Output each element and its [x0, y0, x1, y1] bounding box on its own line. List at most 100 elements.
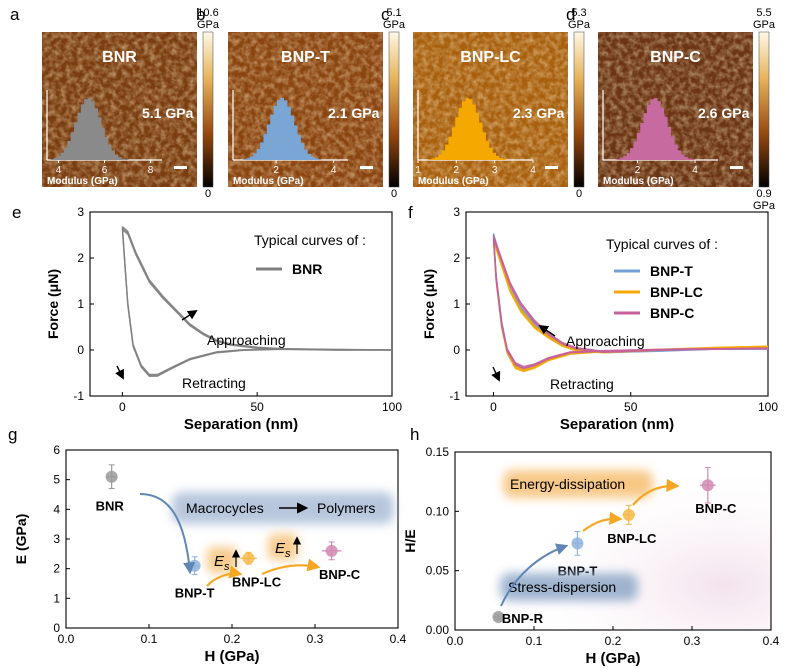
hist-xlabel-bnp-c: Modulus (GPa)	[603, 176, 674, 187]
hist-bar-bnr	[124, 159, 129, 160]
hist-bar-bnp-t	[287, 106, 291, 160]
hist-tick-label-bnp-lc: 3	[492, 165, 498, 176]
hist-bar-bnp-c	[674, 144, 678, 160]
macrocycles-label: Macrocycles	[186, 500, 264, 516]
x-tick-label-h: 0.0	[447, 634, 464, 648]
y-tick-label-h: 0.10	[426, 504, 450, 518]
hist-bar-bnp-lc	[448, 136, 453, 160]
x-tick-label-e: 0	[119, 400, 126, 414]
hist-bar-bnp-lc	[502, 159, 507, 160]
x-tick-label-h: 0.3	[684, 634, 701, 648]
colorbar-min-bnp-t: 0	[391, 188, 397, 200]
hist-bar-bnr	[94, 108, 99, 160]
hist-bar-bnr	[57, 155, 61, 160]
hist-bar-bnr	[67, 140, 71, 160]
hist-bar-bnr	[53, 157, 58, 160]
hist-bar-bnr	[101, 127, 105, 160]
x-tick-label-e: 100	[382, 400, 402, 414]
y-tick-label-g: 4	[53, 502, 60, 516]
hist-bar-bnp-t	[283, 100, 288, 160]
colorbar-bnr	[202, 31, 214, 188]
hist-tick-label-bnr: 8	[148, 165, 154, 176]
energy-dissipation-highlight	[503, 470, 653, 498]
modulus-value-bnp-t: 2.1 GPa	[328, 105, 380, 121]
legend-title-e: Typical curves of :	[254, 232, 366, 248]
point-label-bnr: BNR	[96, 499, 125, 514]
hist-bar-bnp-t	[266, 124, 271, 160]
hist-bar-bnp-lc	[482, 132, 486, 160]
panel-letter-f: f	[408, 203, 413, 222]
hist-bar-bnp-t	[243, 159, 247, 160]
hist-bar-bnr	[74, 122, 78, 160]
y-axis-label-e: Force (μN)	[45, 269, 61, 339]
point-label-bnp-lc: BNP-LC	[607, 531, 657, 546]
hist-tick-label-bnr: 4	[56, 165, 62, 176]
hist-bar-bnp-c	[640, 122, 644, 160]
x-axis-label-g: H (GPa)	[204, 648, 259, 665]
colorbar-min-bnp-c: 0.9	[756, 188, 771, 200]
hist-bar-bnp-c	[690, 159, 695, 160]
modulus-vs-hardness-plot: 0.0 0.1 0.2 0.3 0.4 0 1 2 3 4 5 6 H (GPa) E (GPa) BNR B…	[13, 443, 407, 665]
colorbar-max-unit-bnp-t: GPa	[383, 19, 406, 31]
retract-curve-bnr	[121, 226, 393, 376]
colorbar-max-unit-bnr: GPa	[197, 19, 220, 31]
hist-bar-bnr	[121, 158, 126, 160]
afm-texture-bnp-c	[598, 32, 753, 187]
y-axis-label-h: H/E	[402, 529, 418, 552]
scale-bar-bnr	[174, 166, 187, 169]
y-tick-label-h: 0.15	[426, 445, 450, 459]
scale-bar-bnp-t	[360, 166, 373, 169]
es-highlight-2	[268, 534, 298, 560]
hist-bar-bnp-t	[307, 153, 312, 160]
hist-bar-bnp-c	[687, 158, 692, 160]
y-tick-label-f: 1	[453, 297, 460, 311]
hist-bar-bnr	[114, 154, 119, 160]
hist-bar-bnp-t	[246, 158, 251, 160]
hist-tick-label-bnp-t: 2	[273, 165, 279, 176]
data-point-bnr	[105, 470, 118, 483]
hist-bar-bnp-c	[633, 141, 638, 160]
hist-bar-bnp-c	[657, 101, 661, 160]
retract-curve-bnr	[121, 228, 393, 376]
point-label-bnp-c: BNP-C	[319, 567, 361, 582]
y-tick-label-g: 3	[53, 532, 60, 546]
afm-texture-bnr	[42, 32, 197, 187]
hist-bar-bnp-c	[643, 113, 648, 160]
hist-tick-label-bnp-lc: 1	[415, 165, 421, 176]
panel-letter-c: c	[381, 5, 390, 24]
data-point-bnp-c	[701, 479, 714, 492]
colorbar-max-bnp-t: 5.1	[386, 7, 401, 19]
colorbar-max-unit-bnp-lc: GPa	[568, 19, 591, 31]
approaching-label-f: Approaching	[566, 333, 645, 349]
afm-sample-label-bnp-c: BNP-C	[650, 49, 701, 66]
modulus-value-bnp-lc: 2.3 GPa	[513, 105, 565, 121]
hist-bar-bnp-lc	[434, 157, 439, 160]
hist-xlabel-bnp-t: Modulus (GPa)	[233, 176, 304, 187]
hist-tick-label-bnp-c: 2	[635, 165, 641, 176]
y-axis-label-f: Force (μN)	[421, 269, 437, 339]
panel-letter-g: g	[8, 425, 17, 444]
y-tick-label-f: 0	[453, 343, 460, 357]
x-tick-label-e: 50	[250, 400, 264, 414]
data-point-bnp-lc	[622, 508, 635, 521]
approach-direction-arrow-f	[538, 324, 556, 337]
modulus-value-bnr: 5.1 GPa	[142, 105, 194, 121]
afm-texture-bnp-lc	[413, 32, 568, 187]
hist-bar-bnp-c	[663, 117, 668, 160]
panel-letter-e: e	[12, 203, 21, 222]
y-tick-label-f: 3	[453, 205, 460, 219]
x-tick-label-g: 0.0	[58, 632, 75, 646]
y-axis-label-g: E (GPa)	[13, 514, 29, 565]
hist-bar-bnp-lc	[465, 98, 470, 160]
hist-tick-label-bnr: 6	[102, 165, 108, 176]
panel-e-annotations: e Typical curves of : Approaching Retrac…	[12, 203, 366, 391]
x-tick-label-g: 0.2	[224, 632, 241, 646]
panel-f-annotations: f Typical curves of : Approaching Retrac…	[408, 203, 718, 392]
x-tick-label-f: 50	[624, 400, 638, 414]
x-axis-label-h: H (GPa)	[585, 650, 640, 667]
data-point-bnp-c	[325, 544, 338, 557]
y-tick-label-g: 0	[53, 621, 60, 635]
legend-label-bnp-t: BNP-T	[650, 263, 693, 279]
bnplc-to-bnpc-arrow	[261, 558, 321, 576]
